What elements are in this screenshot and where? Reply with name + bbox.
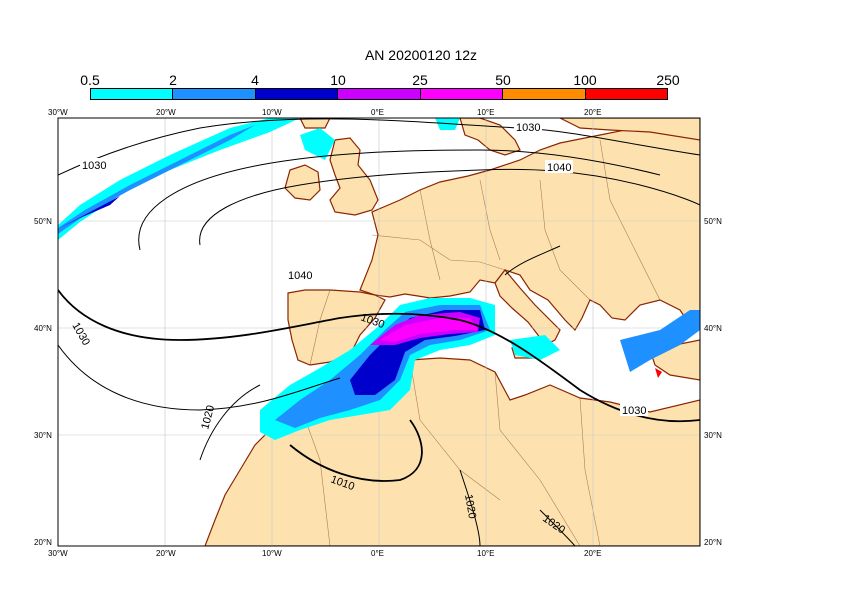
isobar-line bbox=[504, 245, 561, 276]
colorbar-swatch bbox=[338, 89, 421, 99]
isobar-label: 1040 bbox=[547, 162, 571, 174]
lon-tick-label: 20°W bbox=[156, 549, 176, 558]
lat-tick-label: 20°N bbox=[34, 538, 52, 547]
precip-area-light bbox=[300, 128, 335, 160]
colorbar-swatch bbox=[91, 89, 174, 99]
precip-area-moderate bbox=[58, 125, 255, 234]
border-line bbox=[371, 234, 506, 271]
precip-area-intense bbox=[380, 318, 478, 342]
border-line bbox=[409, 359, 501, 501]
map-title: AN 20200120 12z bbox=[364, 47, 478, 63]
colorbar-label: 2 bbox=[169, 72, 177, 88]
lon-tick-label: 10°E bbox=[477, 108, 495, 117]
lon-tick-label: 0°E bbox=[371, 108, 384, 117]
isobar-line bbox=[199, 384, 261, 461]
lat-tick-label: 30°N bbox=[34, 431, 52, 440]
lat-tick-label: 20°N bbox=[704, 538, 722, 547]
isobar-label-bg bbox=[620, 403, 648, 416]
iberia-landmass bbox=[287, 289, 386, 366]
europe-landmass bbox=[359, 119, 700, 331]
iceland-landmass bbox=[299, 118, 331, 129]
isobar-line bbox=[58, 344, 341, 411]
border-line bbox=[309, 289, 331, 366]
colorbar-label: 100 bbox=[573, 72, 597, 88]
colorbar-label: 4 bbox=[251, 72, 259, 88]
isobar-label-bg bbox=[286, 268, 314, 281]
isobar-label: 1030 bbox=[516, 122, 540, 134]
lon-tick-label: 20°E bbox=[584, 108, 602, 117]
precip-area-light bbox=[510, 335, 560, 360]
ireland-landmass bbox=[284, 164, 321, 201]
colorbar-label: 50 bbox=[495, 72, 511, 88]
colorbar-label: 10 bbox=[330, 72, 346, 88]
lat-tick-label: 30°N bbox=[704, 431, 722, 440]
lat-tick-label: 50°N bbox=[704, 217, 722, 226]
isobar-label: 1030 bbox=[622, 405, 646, 417]
lon-tick-label: 20°W bbox=[156, 108, 176, 117]
isobar-line bbox=[58, 118, 700, 176]
lon-tick-label: 20°E bbox=[584, 549, 602, 558]
isobar-line bbox=[199, 168, 700, 246]
lon-tick-label: 10°W bbox=[262, 549, 282, 558]
isobar-label: 1040 bbox=[288, 270, 312, 282]
isobar-label-bg bbox=[80, 158, 108, 171]
isobar-label: 1020 bbox=[462, 493, 478, 519]
scandinavia-east-landmass bbox=[559, 118, 700, 141]
border-line bbox=[419, 189, 441, 281]
colorbar-label: 250 bbox=[656, 72, 680, 88]
lon-tick-label: 10°W bbox=[262, 108, 282, 117]
precip-area-heavy bbox=[60, 196, 120, 228]
precipitation-field bbox=[58, 118, 700, 440]
scandinavia-landmass bbox=[459, 118, 521, 156]
isobar-lines bbox=[58, 118, 700, 546]
colorbar-swatch bbox=[420, 89, 504, 99]
precipitation-colorbar bbox=[90, 88, 668, 100]
colorbar-label: 0.5 bbox=[80, 72, 100, 88]
isobar-label-bg bbox=[514, 120, 542, 133]
map-frame bbox=[57, 117, 701, 547]
border-line bbox=[539, 179, 591, 301]
colorbar-swatch bbox=[255, 89, 339, 99]
isobar-line bbox=[459, 469, 481, 546]
britain-landmass bbox=[329, 137, 379, 216]
colorbar-swatch bbox=[503, 89, 586, 99]
border-line bbox=[579, 397, 601, 546]
colorbar-label: 25 bbox=[412, 72, 428, 88]
isobar-label-bg bbox=[545, 160, 573, 173]
precip-area-extreme bbox=[655, 368, 662, 378]
lon-tick-label: 30°W bbox=[48, 108, 68, 117]
isobar-line bbox=[58, 289, 700, 423]
isobar-line bbox=[289, 419, 423, 482]
lon-tick-label: 10°E bbox=[477, 549, 495, 558]
border-line bbox=[494, 371, 581, 546]
lat-tick-label: 40°N bbox=[704, 324, 722, 333]
border-line bbox=[479, 179, 501, 261]
lat-tick-label: 40°N bbox=[34, 324, 52, 333]
colorbar-swatch bbox=[173, 89, 256, 99]
lon-tick-label: 30°W bbox=[48, 549, 68, 558]
isobar-line bbox=[138, 149, 661, 251]
lon-tick-label: 0°E bbox=[371, 549, 384, 558]
colorbar-swatch bbox=[585, 89, 667, 99]
lat-tick-label: 50°N bbox=[34, 217, 52, 226]
border-line bbox=[599, 139, 661, 301]
isobar-label: 1030 bbox=[82, 160, 106, 172]
isobar-line bbox=[539, 509, 576, 546]
precip-area-moderate bbox=[620, 310, 700, 372]
